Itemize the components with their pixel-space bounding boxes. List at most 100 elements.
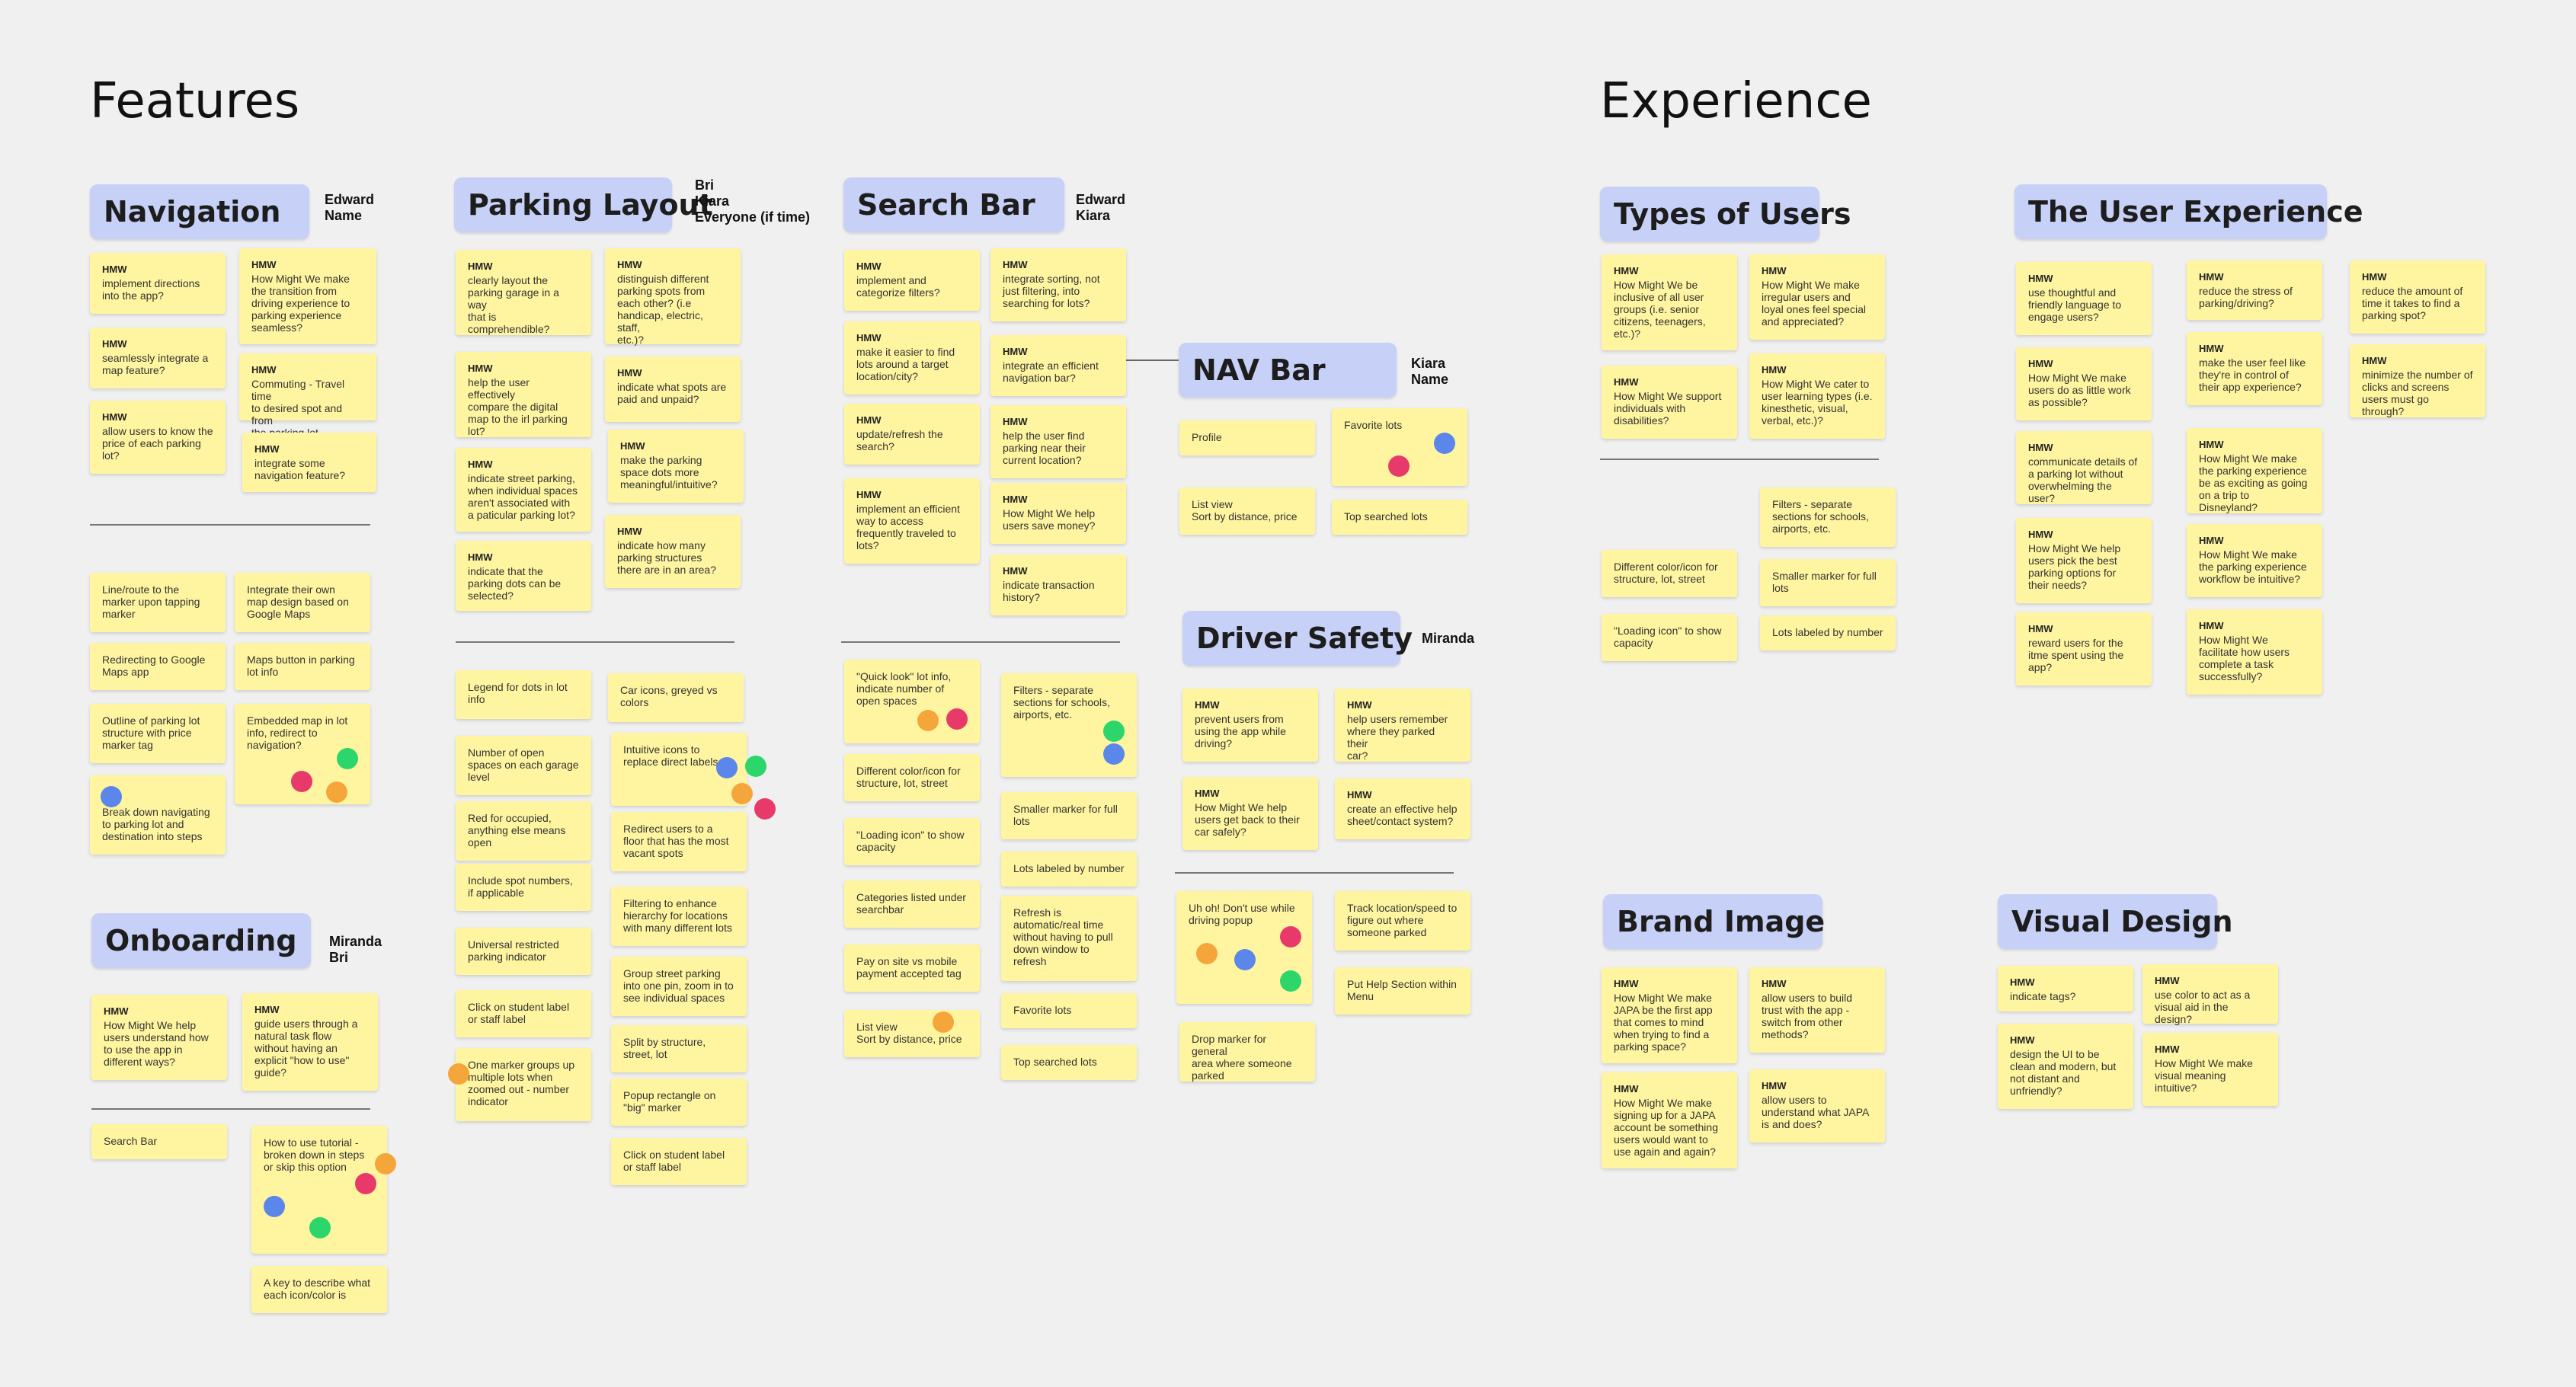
sticky-note[interactable]: "Loading icon" to show capacity xyxy=(1602,614,1737,661)
sticky-note[interactable]: Pay on site vs mobile payment accepted t… xyxy=(844,944,980,992)
sticky-note[interactable]: HMW integrate sorting, not just filtering… xyxy=(990,248,1126,321)
sticky-note[interactable]: HMW How Might We be inclusive of all user… xyxy=(1602,254,1737,350)
sticky-note[interactable]: HMW How Might We facilitate how users com… xyxy=(2187,609,2322,695)
vote-dot-blue[interactable] xyxy=(264,1196,285,1217)
category-nav-bar[interactable]: NAV Bar xyxy=(1179,343,1397,398)
sticky-note[interactable]: HMW How Might We make the transition from… xyxy=(239,248,376,344)
sticky-note[interactable]: Lots labeled by number xyxy=(1001,852,1137,887)
sticky-note[interactable]: HMW How Might We make signing up for a JA… xyxy=(1602,1072,1737,1168)
sticky-note[interactable]: Line/route to the marker upon tapping ma… xyxy=(90,573,226,632)
sticky-note[interactable]: HMW seamlessly integrate a map feature? xyxy=(90,328,226,388)
category-driver-safety[interactable]: Driver Safety xyxy=(1182,611,1413,666)
sticky-note[interactable]: Refresh is automatic/real time without h… xyxy=(1001,896,1137,981)
sticky-note[interactable]: HMW prevent users from using the app whil… xyxy=(1182,689,1318,762)
vote-dot-blue[interactable] xyxy=(1103,743,1125,765)
sticky-note[interactable]: Smaller marker for full lots xyxy=(1001,792,1137,839)
sticky-note[interactable]: List view Sort by distance, price xyxy=(844,1010,980,1057)
sticky-note[interactable]: Click on student label or staff label xyxy=(456,990,591,1037)
sticky-note[interactable]: HMW indicate how many parking structures … xyxy=(605,515,741,588)
sticky-note[interactable]: Number of open spaces on each garage lev… xyxy=(456,736,591,795)
sticky-note[interactable]: HMW use color to act as a visual aid in t… xyxy=(2142,964,2278,1025)
sticky-note[interactable]: HMW allow users to build trust with the a… xyxy=(1749,967,1885,1053)
sticky-note[interactable]: Categories listed under searchbar xyxy=(844,880,980,928)
category-search-bar[interactable]: Search Bar xyxy=(843,177,1064,232)
sticky-note[interactable]: HMW reduce the stress of parking/driving? xyxy=(2187,260,2322,320)
sticky-note[interactable]: HMW clearly layout the parking garage in … xyxy=(456,250,591,335)
vote-dot-pink[interactable] xyxy=(754,798,776,820)
sticky-note[interactable]: Top searched lots xyxy=(1001,1045,1137,1080)
category-navigation[interactable]: Navigation xyxy=(90,184,309,239)
vote-dot-orange[interactable] xyxy=(448,1063,469,1085)
sticky-note[interactable]: One marker groups up multiple lots when … xyxy=(456,1048,591,1121)
sticky-note[interactable]: HMW allow users to know the price of each… xyxy=(90,401,226,474)
sticky-note[interactable]: HMW integrate some navigation feature? xyxy=(242,433,376,492)
sticky-note[interactable]: Redirecting to Google Maps app xyxy=(90,643,226,690)
sticky-note[interactable]: HMW How Might We make JAPA be the first a… xyxy=(1602,967,1737,1063)
sticky-note[interactable]: Universal restricted parking indicator xyxy=(456,928,591,975)
sticky-note[interactable]: HMW How Might We help users understand ho… xyxy=(91,995,227,1080)
sticky-note[interactable]: Integrate their own map design based on … xyxy=(235,573,370,632)
vote-dot-pink[interactable] xyxy=(1280,926,1301,948)
sticky-note[interactable]: HMW update/refresh the search? xyxy=(844,404,980,465)
sticky-note[interactable]: HMW allow users to understand what JAPA i… xyxy=(1749,1069,1885,1143)
sticky-note[interactable]: Red for occupied, anything else means op… xyxy=(456,801,591,861)
sticky-note[interactable]: Filtering to enhance hierarchy for locat… xyxy=(611,887,747,946)
sticky-note[interactable]: HMW How Might We help users get back to t… xyxy=(1182,777,1318,850)
category-parking-layout[interactable]: Parking Layout xyxy=(454,177,713,232)
sticky-note[interactable]: HMW implement directions into the app? xyxy=(90,253,226,314)
vote-dot-orange[interactable] xyxy=(731,783,753,804)
sticky-note[interactable]: HMW How Might We help users save money? xyxy=(990,483,1126,544)
sticky-note[interactable]: HMW How Might We help users pick the best… xyxy=(2016,518,2152,603)
sticky-note[interactable]: HMW distinguish different parking spots f… xyxy=(605,248,741,346)
vote-dot-green[interactable] xyxy=(745,756,766,777)
sticky-note[interactable]: HMW design the UI to be clean and modern,… xyxy=(1998,1024,2133,1109)
vote-dot-pink[interactable] xyxy=(291,771,312,792)
sticky-note[interactable]: Group street parking into one pin, zoom … xyxy=(611,957,747,1016)
category-user-experience[interactable]: The User Experience xyxy=(2014,184,2363,239)
sticky-note[interactable]: Track location/speed to figure out where… xyxy=(1335,891,1470,951)
sticky-note[interactable]: Car icons, greyed vs colors xyxy=(608,673,744,722)
vote-dot-orange[interactable] xyxy=(933,1011,954,1033)
vote-dot-pink[interactable] xyxy=(1388,455,1410,477)
sticky-note[interactable]: Include spot numbers, if applicable xyxy=(456,864,591,911)
vote-dot-orange[interactable] xyxy=(375,1153,396,1174)
sticky-note[interactable]: HMW help the user find parking near their… xyxy=(990,405,1126,478)
vote-dot-green[interactable] xyxy=(309,1217,331,1238)
vote-dot-orange[interactable] xyxy=(1196,943,1218,964)
sticky-note[interactable]: Filters - separate sections for schools,… xyxy=(1760,487,1896,547)
sticky-note[interactable]: Legend for dots in lot info xyxy=(456,670,591,719)
sticky-note[interactable]: HMW make the user feel like they're in co… xyxy=(2187,332,2322,405)
sticky-note[interactable]: HMW help users remember where they parked… xyxy=(1335,689,1470,762)
category-types-of-users[interactable]: Types of Users xyxy=(1600,187,1851,241)
sticky-note[interactable]: HMW reward users for the itme spent using… xyxy=(2016,612,2152,686)
vote-dot-blue[interactable] xyxy=(1234,949,1256,970)
category-visual-design[interactable]: Visual Design xyxy=(1998,894,2233,949)
sticky-note[interactable]: HMW use thoughtful and friendly language … xyxy=(2016,262,2152,335)
sticky-note[interactable]: Drop marker for general area where someo… xyxy=(1179,1022,1315,1082)
sticky-note[interactable]: Click on student label or staff label xyxy=(611,1138,747,1185)
vote-dot-blue[interactable] xyxy=(1434,433,1455,454)
sticky-note[interactable]: Lots labeled by number xyxy=(1760,615,1896,650)
sticky-note[interactable]: Profile xyxy=(1179,420,1315,455)
sticky-note[interactable]: HMW indicate that the parking dots can be… xyxy=(456,541,591,611)
sticky-note[interactable]: List view Sort by distance, price xyxy=(1179,487,1315,535)
sticky-note[interactable]: HMW How Might We support individuals with… xyxy=(1602,366,1737,439)
sticky-note[interactable]: Smaller marker for full lots xyxy=(1760,559,1896,606)
sticky-note[interactable]: HMW help the user effectively compare the… xyxy=(456,352,591,437)
sticky-note[interactable]: Split by structure, street, lot xyxy=(611,1025,747,1072)
sticky-note[interactable]: HMW How Might We make visual meaning intu… xyxy=(2142,1033,2278,1106)
sticky-note[interactable]: HMW guide users through a natural task fl… xyxy=(242,993,378,1091)
sticky-note[interactable]: HMW integrate an efficient navigation bar… xyxy=(990,335,1126,396)
sticky-note[interactable]: Different color/icon for structure, lot,… xyxy=(844,754,980,801)
sticky-note[interactable]: HMW Commuting - Travel time to desired sp… xyxy=(239,353,376,439)
sticky-note[interactable]: "Loading icon" to show capacity xyxy=(844,818,980,865)
sticky-note[interactable]: HMW indicate transaction history? xyxy=(990,554,1126,615)
vote-dot-green[interactable] xyxy=(1280,970,1301,992)
sticky-note[interactable]: HMW How Might We make the parking experie… xyxy=(2187,524,2322,597)
sticky-note[interactable]: HMW How Might We make irregular users and… xyxy=(1749,254,1885,340)
sticky-note[interactable]: HMW reduce the amount of time it takes to… xyxy=(2350,260,2485,334)
sticky-note[interactable]: HMW communicate details of a parking lot … xyxy=(2016,431,2152,504)
vote-dot-blue[interactable] xyxy=(716,757,738,778)
sticky-note[interactable]: HMW How Might We cater to user learning t… xyxy=(1749,353,1885,439)
sticky-note[interactable]: HMW create an effective help sheet/contac… xyxy=(1335,778,1470,839)
